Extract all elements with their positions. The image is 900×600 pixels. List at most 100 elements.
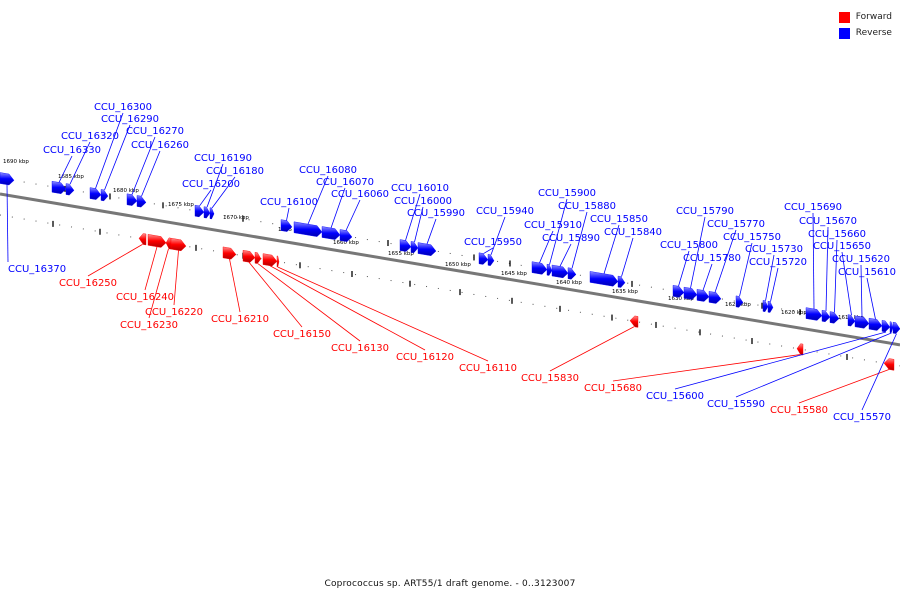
gene-feature-ccu-15680[interactable]	[796, 343, 804, 356]
gene-label-ccu-16210[interactable]: CCU_16210	[211, 314, 269, 325]
gene-feature-ccu-15770[interactable]	[708, 291, 722, 304]
gene-label-ccu-16220[interactable]: CCU_16220	[145, 307, 203, 318]
gene-feature-ccu-16270[interactable]	[126, 193, 138, 206]
gene-label-ccu-15990[interactable]: CCU_15990	[407, 208, 465, 219]
gene-label-ccu-15590[interactable]: CCU_15590	[707, 399, 765, 410]
gene-feature-ccu-15600[interactable]	[881, 320, 891, 333]
gene-feature-ccu-15580[interactable]	[883, 358, 895, 371]
gene-label-ccu-15830[interactable]: CCU_15830	[521, 373, 579, 384]
gene-label-ccu-15790[interactable]: CCU_15790	[676, 206, 734, 217]
gene-label-ccu-16150[interactable]: CCU_16150	[273, 329, 331, 340]
gene-label-ccu-15850[interactable]: CCU_15850	[590, 214, 648, 225]
gene-label-ccu-16080[interactable]: CCU_16080	[299, 165, 357, 176]
gene-label-ccu-15910[interactable]: CCU_15910	[524, 220, 582, 231]
gene-feature-ccu-15650[interactable]	[847, 314, 856, 327]
gene-feature-ccu-16200[interactable]	[194, 204, 205, 218]
gene-label-ccu-16290[interactable]: CCU_16290	[101, 114, 159, 125]
gene-feature-ccu-16070[interactable]	[321, 226, 341, 240]
gene-feature-ccu-16100[interactable]	[280, 219, 293, 232]
gene-label-ccu-15600[interactable]: CCU_15600	[646, 391, 704, 402]
gene-label-ccu-16270[interactable]: CCU_16270	[126, 126, 184, 137]
gene-feature-ccu-15830[interactable]	[629, 315, 639, 328]
gene-feature-ccu-15660[interactable]	[829, 311, 840, 324]
gene-label-ccu-16110[interactable]: CCU_16110	[459, 363, 517, 374]
gene-feature-ccu-16290[interactable]	[100, 189, 109, 202]
gene-feature-ccu-16240[interactable]	[147, 234, 167, 248]
gene-label-ccu-16070[interactable]: CCU_16070	[316, 177, 374, 188]
gene-label-ccu-16100[interactable]: CCU_16100	[260, 197, 318, 208]
gene-feature-ccu-16150[interactable]	[242, 249, 256, 263]
gene-label-ccu-15890[interactable]: CCU_15890	[542, 233, 600, 244]
gene-label-ccu-16010[interactable]: CCU_16010	[391, 183, 449, 194]
gene-label-ccu-16180[interactable]: CCU_16180	[206, 166, 264, 177]
gene-label-ccu-16130[interactable]: CCU_16130	[331, 343, 389, 354]
gene-feature-ccu-16000[interactable]	[410, 241, 419, 254]
gene-feature-ccu-16260[interactable]	[136, 195, 147, 208]
gene-feature-ccu-16180[interactable]	[209, 207, 215, 220]
gene-label-ccu-15660[interactable]: CCU_15660	[808, 229, 866, 240]
gene-label-ccu-16300[interactable]: CCU_16300	[94, 102, 152, 113]
gene-label-ccu-15950[interactable]: CCU_15950	[464, 237, 522, 248]
gene-label-ccu-15880[interactable]: CCU_15880	[558, 201, 616, 212]
gene-feature-ccu-16010[interactable]	[399, 239, 412, 252]
gene-feature-ccu-16330[interactable]	[51, 180, 67, 194]
gene-feature-ccu-15670[interactable]	[821, 310, 831, 323]
gene-feature-ccu-16300[interactable]	[89, 187, 102, 200]
gene-label-ccu-16370[interactable]: CCU_16370	[8, 264, 66, 275]
gene-feature-ccu-15800[interactable]	[672, 285, 685, 298]
gene-feature-ccu-15720[interactable]	[767, 300, 774, 313]
gene-feature-ccu-15850[interactable]	[589, 271, 619, 287]
gene-label-ccu-15750[interactable]: CCU_15750	[723, 232, 781, 243]
gene-feature-ccu-15910[interactable]	[531, 261, 548, 275]
gene-label-ccu-16240[interactable]: CCU_16240	[116, 292, 174, 303]
gene-label-ccu-15690[interactable]: CCU_15690	[784, 202, 842, 213]
gene-label-ccu-16060[interactable]: CCU_16060	[331, 189, 389, 200]
gene-feature-ccu-15750[interactable]	[735, 295, 744, 308]
gene-label-ccu-16190[interactable]: CCU_16190	[194, 153, 252, 164]
gene-feature-ccu-15880[interactable]	[567, 267, 577, 280]
gene-feature-ccu-15950[interactable]	[478, 252, 489, 265]
gene-feature-ccu-16060[interactable]	[339, 229, 353, 242]
gene-feature-ccu-15570[interactable]	[892, 321, 900, 334]
gene-label-ccu-16120[interactable]: CCU_16120	[396, 352, 454, 363]
gene-feature-ccu-16110[interactable]	[276, 255, 280, 268]
gene-feature-ccu-15780[interactable]	[696, 289, 710, 302]
gene-label-ccu-15770[interactable]: CCU_15770	[707, 219, 765, 230]
gene-label-ccu-16250[interactable]: CCU_16250	[59, 278, 117, 289]
gene-feature-ccu-15990[interactable]	[417, 242, 437, 256]
gene-label-ccu-15780[interactable]: CCU_15780	[683, 253, 741, 264]
gene-feature-ccu-15940[interactable]	[487, 254, 495, 266]
gene-feature-ccu-16130[interactable]	[254, 252, 262, 264]
gene-feature-ccu-16120[interactable]	[262, 253, 278, 267]
gene-feature-ccu-15610[interactable]	[868, 317, 883, 331]
gene-label-ccu-15670[interactable]: CCU_15670	[799, 216, 857, 227]
gene-label-ccu-16260[interactable]: CCU_16260	[131, 140, 189, 151]
gene-label-ccu-15610[interactable]: CCU_15610	[838, 267, 896, 278]
gene-feature-ccu-15590[interactable]	[889, 321, 894, 334]
gene-label-ccu-15620[interactable]: CCU_15620	[832, 254, 890, 265]
gene-feature-ccu-16320[interactable]	[65, 183, 75, 196]
gene-feature-ccu-15900[interactable]	[546, 263, 553, 276]
gene-label-ccu-16000[interactable]: CCU_16000	[394, 196, 452, 207]
gene-label-ccu-15650[interactable]: CCU_15650	[813, 241, 871, 252]
gene-label-ccu-16230[interactable]: CCU_16230	[120, 320, 178, 331]
gene-feature-ccu-15730[interactable]	[762, 300, 769, 312]
gene-feature-ccu-16230[interactable]	[165, 237, 172, 250]
gene-feature-ccu-15690[interactable]	[805, 307, 823, 321]
gene-label-ccu-15570[interactable]: CCU_15570	[833, 412, 891, 423]
gene-feature-ccu-15840[interactable]	[617, 275, 626, 288]
gene-feature-ccu-16220[interactable]	[170, 237, 187, 252]
gene-label-ccu-15580[interactable]: CCU_15580	[770, 405, 828, 416]
gene-feature-ccu-15620[interactable]	[854, 315, 870, 329]
gene-label-ccu-15940[interactable]: CCU_15940	[476, 206, 534, 217]
gene-label-ccu-15840[interactable]: CCU_15840	[604, 227, 662, 238]
gene-label-ccu-16330[interactable]: CCU_16330	[43, 145, 101, 156]
gene-label-ccu-15730[interactable]: CCU_15730	[745, 244, 803, 255]
gene-feature-ccu-16210[interactable]	[222, 246, 237, 260]
gene-feature-ccu-15790[interactable]	[683, 286, 698, 300]
gene-label-ccu-15680[interactable]: CCU_15680	[584, 383, 642, 394]
gene-feature-ccu-16250[interactable]	[138, 233, 147, 246]
gene-feature-ccu-16190[interactable]	[203, 206, 211, 219]
gene-feature-ccu-16080[interactable]	[293, 221, 323, 237]
gene-label-ccu-16320[interactable]: CCU_16320	[61, 131, 119, 142]
